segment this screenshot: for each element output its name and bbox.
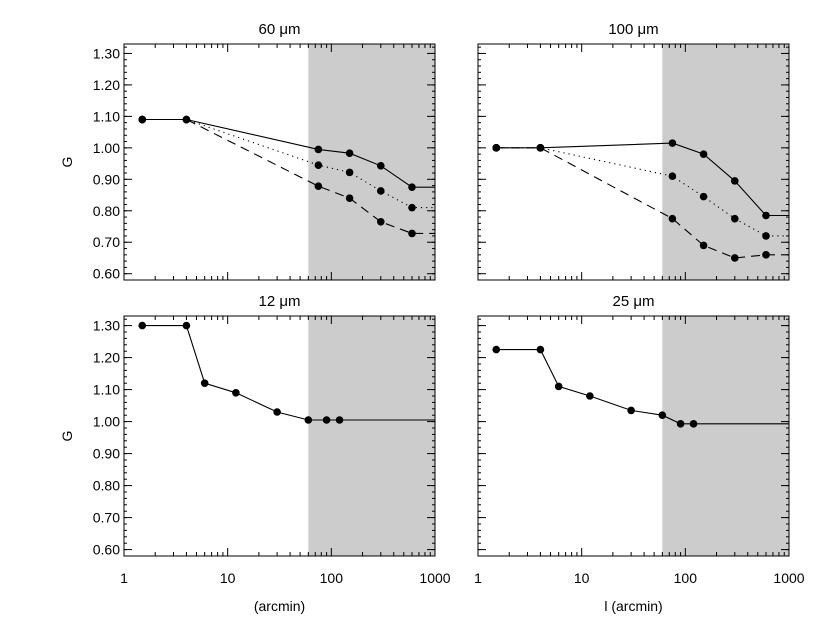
y-axis-label: G bbox=[59, 431, 75, 442]
y-tick-label: 1.20 bbox=[93, 350, 120, 366]
data-point bbox=[762, 251, 770, 259]
y-axis-label: G bbox=[59, 157, 75, 168]
data-point bbox=[676, 420, 685, 428]
shaded-region bbox=[662, 316, 789, 556]
data-point bbox=[182, 321, 191, 330]
data-point bbox=[730, 177, 739, 185]
data-point bbox=[314, 161, 323, 169]
chart-panel-2: 100 μm bbox=[477, 21, 790, 281]
x-tick-label: 100 bbox=[674, 570, 698, 586]
data-point bbox=[668, 172, 677, 180]
y-tick-label: 0.80 bbox=[93, 478, 120, 494]
y-tick-label: 0.70 bbox=[93, 510, 120, 526]
data-point bbox=[554, 382, 563, 391]
data-point bbox=[335, 416, 344, 424]
data-point bbox=[200, 379, 209, 388]
shaded-region bbox=[308, 316, 435, 556]
data-point bbox=[730, 214, 739, 223]
data-point bbox=[322, 416, 331, 424]
data-point bbox=[730, 254, 739, 262]
x-tick-label: 1000 bbox=[419, 570, 450, 586]
x-axis-label: l (arcmin) bbox=[604, 598, 662, 614]
data-point bbox=[627, 406, 635, 415]
x-tick-label: 1 bbox=[120, 570, 128, 586]
plot-frame bbox=[477, 43, 790, 281]
data-point bbox=[699, 241, 708, 250]
chart-panel-1: 0.60 0.70 0.80 0.90 1.00 1.10 1.20 1.30 60 μm G bbox=[59, 21, 436, 282]
x-tick-label: 100 bbox=[320, 570, 344, 586]
panel-title: 25 μm bbox=[613, 293, 655, 310]
chart-panel-3: 0.60 0.70 0.80 0.90 1.00 1.10 1.20 1.30 1 10 100 10… bbox=[59, 293, 451, 614]
data-point bbox=[138, 321, 147, 330]
data-point bbox=[304, 416, 313, 424]
y-tick-label: 0.60 bbox=[93, 542, 120, 558]
plot-frame bbox=[123, 43, 436, 281]
data-point bbox=[273, 408, 281, 416]
x-tick-label: 10 bbox=[574, 570, 590, 586]
data-point bbox=[376, 187, 385, 195]
plot-frame bbox=[123, 315, 436, 557]
data-point bbox=[536, 144, 545, 152]
x-tick-label: 1000 bbox=[773, 570, 804, 586]
y-tick-label: 0.80 bbox=[93, 203, 120, 219]
data-point bbox=[232, 389, 240, 397]
data-point bbox=[182, 115, 191, 124]
data-point bbox=[668, 139, 677, 147]
data-point bbox=[345, 149, 354, 157]
data-point bbox=[345, 194, 354, 202]
y-tick-label: 1.10 bbox=[93, 108, 120, 124]
panel-title: 100 μm bbox=[608, 21, 658, 38]
data-point bbox=[492, 144, 501, 152]
chart-panel-4: 1 10 100 1000 25 μm l (arcmin) bbox=[474, 293, 805, 614]
y-tick-label: 0.90 bbox=[93, 446, 120, 462]
y-tick-label: 1.00 bbox=[93, 414, 120, 430]
y-tick-label: 1.00 bbox=[93, 140, 120, 156]
data-point bbox=[408, 229, 416, 238]
data-point bbox=[492, 345, 501, 354]
data-point bbox=[586, 392, 594, 400]
data-point bbox=[668, 214, 677, 223]
data-point bbox=[138, 115, 147, 124]
y-tick-label: 1.30 bbox=[93, 318, 120, 334]
y-tick-label: 0.60 bbox=[93, 266, 120, 282]
y-tick-label: 1.10 bbox=[93, 382, 120, 398]
x-axis-label: (arcmin) bbox=[254, 598, 305, 614]
data-point bbox=[762, 211, 770, 220]
data-point bbox=[376, 217, 385, 226]
data-point bbox=[536, 345, 545, 354]
x-tick-label: 10 bbox=[220, 570, 236, 586]
data-point bbox=[699, 150, 708, 158]
data-point bbox=[689, 420, 698, 428]
data-point bbox=[314, 145, 323, 154]
x-tick-label: 1 bbox=[474, 570, 482, 586]
plot-frame bbox=[477, 315, 790, 557]
data-point bbox=[699, 192, 708, 201]
y-tick-label: 1.20 bbox=[93, 77, 120, 93]
y-tick-label: 1.30 bbox=[93, 45, 120, 61]
data-point bbox=[658, 411, 667, 420]
y-tick-label: 0.90 bbox=[93, 171, 120, 187]
data-point bbox=[408, 203, 416, 212]
panel-title: 12 μm bbox=[259, 293, 301, 310]
y-tick-label: 0.70 bbox=[93, 234, 120, 250]
data-point bbox=[345, 168, 354, 177]
data-point bbox=[376, 161, 385, 170]
panel-title: 60 μm bbox=[259, 21, 301, 38]
data-point bbox=[408, 183, 416, 191]
data-point bbox=[762, 232, 770, 240]
shaded-region bbox=[662, 44, 789, 280]
data-point bbox=[314, 182, 323, 191]
